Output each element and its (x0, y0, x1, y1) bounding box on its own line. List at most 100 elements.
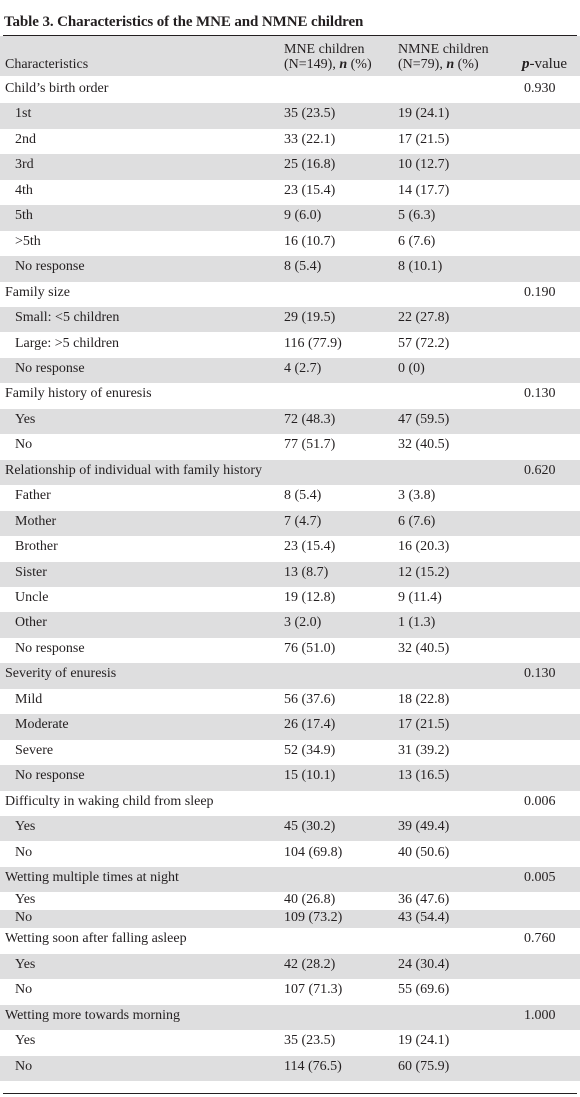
cell-mne: 45 (30.2) (284, 819, 336, 835)
cell-mne: 35 (23.5) (284, 106, 336, 122)
row-label: Moderate (15, 717, 69, 733)
cell-nmne: 17 (21.5) (398, 717, 450, 733)
table-row: Yes 72 (48.3) 47 (59.5) (0, 408, 580, 435)
row-label: Yes (15, 956, 36, 972)
header-mne-n: n (339, 57, 348, 72)
cell-mne: 8 (5.4) (284, 259, 322, 275)
row-label: Other (15, 615, 47, 631)
row-label: 1st (15, 106, 32, 122)
row-label: Father (15, 488, 51, 504)
cell-nmne: 39 (49.4) (398, 819, 450, 835)
row-label: Difficulty in waking child from sleep (5, 793, 214, 809)
row-label: Family size (5, 284, 70, 300)
cell-nmne: 0 (0) (398, 360, 425, 376)
table-header: Characteristics MNE children (N=149), n … (0, 36, 580, 76)
table-row: No response 76 (51.0) 32 (40.5) (0, 638, 580, 663)
cell-nmne: 47 (59.5) (398, 411, 450, 427)
table-row: Small: <5 children 29 (19.5) 22 (27.8) (0, 307, 580, 333)
table-row: No 107 (71.3) 55 (69.6) (0, 979, 580, 1004)
table-row: No 104 (69.8) 40 (50.6) (0, 842, 580, 867)
cell-mne: 107 (71.3) (284, 982, 343, 998)
cell-mne: 35 (23.5) (284, 1033, 336, 1049)
cell-mne: 3 (2.0) (284, 615, 322, 631)
row-label: No (15, 1058, 33, 1074)
table-row: Severe 52 (34.9) 31 (39.2) (0, 740, 580, 765)
table-row: Yes 45 (30.2) 39 (49.4) (0, 816, 580, 842)
cell-p-value: 0.190 (524, 284, 556, 300)
row-label: Sister (15, 564, 47, 580)
table-section-row: Difficulty in waking child from sleep 0.0… (0, 791, 580, 816)
row-label: No (15, 910, 33, 926)
cell-nmne: 36 (47.6) (398, 892, 450, 908)
row-label: Child’s birth order (5, 81, 109, 96)
table-row: 1st 35 (23.5) 19 (24.1) (0, 103, 580, 129)
table-section-row: Family size 0.190 (0, 282, 580, 307)
row-label: No (15, 982, 33, 998)
row-label: Yes (15, 819, 36, 835)
row-label: No (15, 437, 33, 453)
row-label: Brother (15, 539, 58, 555)
cell-mne: 4 (2.7) (284, 360, 322, 376)
cell-nmne: 5 (6.3) (398, 208, 436, 224)
cell-mne: 23 (15.4) (284, 182, 336, 198)
cell-p-value: 0.130 (524, 666, 556, 682)
cell-mne: 25 (16.8) (284, 157, 336, 173)
cell-nmne: 17 (21.5) (398, 131, 450, 147)
cell-nmne: 3 (3.8) (398, 488, 436, 504)
cell-mne: 9 (6.0) (284, 208, 322, 224)
cell-mne: 29 (19.5) (284, 310, 336, 326)
table-row: Yes 40 (26.8) 36 (47.6) (0, 892, 580, 910)
cell-p-value: 0.130 (524, 386, 556, 402)
table-row: No 109 (73.2) 43 (54.4) (0, 910, 580, 929)
table-section-row: Relationship of individual with family h… (0, 459, 580, 486)
cell-nmne: 57 (72.2) (398, 335, 450, 351)
cell-nmne: 8 (10.1) (398, 259, 443, 275)
row-label: Relationship of individual with family h… (5, 462, 263, 478)
table-section-row: Wetting soon after falling asleep 0.760 (0, 928, 580, 953)
row-label: 3rd (15, 157, 34, 173)
cell-mne: 72 (48.3) (284, 411, 336, 427)
row-label: No response (15, 259, 85, 275)
cell-nmne: 32 (40.5) (398, 640, 450, 656)
table-caption: Table 3. Characteristics of the MNE and … (4, 14, 364, 30)
cell-mne: 52 (34.9) (284, 742, 336, 758)
cell-nmne: 43 (54.4) (398, 910, 450, 926)
cell-mne: 77 (51.7) (284, 437, 336, 453)
table-row: 2nd 33 (22.1) 17 (21.5) (0, 129, 580, 154)
row-label: Wetting multiple times at night (5, 869, 179, 885)
row-label: 5th (15, 208, 33, 224)
row-label: Yes (15, 892, 36, 908)
cell-nmne: 10 (12.7) (398, 157, 450, 173)
table-row: 4th 23 (15.4) 14 (17.7) (0, 180, 580, 205)
table-row: >5th 16 (10.7) 6 (7.6) (0, 231, 580, 256)
table-row: Other 3 (2.0) 1 (1.3) (0, 612, 580, 638)
cell-p-value: 0.930 (524, 81, 556, 96)
cell-nmne: 32 (40.5) (398, 437, 450, 453)
table-row: No response 8 (5.4) 8 (10.1) (0, 256, 580, 282)
table-section-row: Child’s birth order 0.930 (0, 78, 580, 103)
row-label: Severe (15, 742, 54, 758)
table-section-row: Wetting more towards morning 1.000 (0, 1004, 580, 1031)
cell-nmne: 14 (17.7) (398, 182, 450, 198)
cell-nmne: 18 (22.8) (398, 691, 450, 707)
cell-mne: 56 (37.6) (284, 691, 336, 707)
cell-nmne: 40 (50.6) (398, 844, 450, 860)
table-row: Mild 56 (37.6) 18 (22.8) (0, 689, 580, 714)
table-row: No response 15 (10.1) 13 (16.5) (0, 765, 580, 791)
row-label: Uncle (15, 590, 49, 605)
cell-mne: 15 (10.1) (284, 768, 336, 784)
cell-nmne: 55 (69.6) (398, 982, 450, 998)
row-label: Severity of enuresis (5, 666, 117, 682)
row-label: Yes (15, 1033, 36, 1049)
cell-mne: 114 (76.5) (284, 1058, 342, 1074)
cell-nmne: 1 (1.3) (398, 615, 436, 631)
cell-nmne: 9 (11.4) (398, 590, 442, 605)
row-label: Mild (15, 691, 43, 707)
cell-nmne: 24 (30.4) (398, 956, 450, 972)
table-row: Brother 23 (15.4) 16 (20.3) (0, 536, 580, 561)
header-mne-line2: (N=149), n (%) (284, 57, 372, 72)
row-label: No (15, 844, 33, 860)
row-label: Yes (15, 411, 36, 427)
row-label: >5th (15, 233, 41, 249)
table-section-row: Severity of enuresis 0.130 (0, 663, 580, 689)
